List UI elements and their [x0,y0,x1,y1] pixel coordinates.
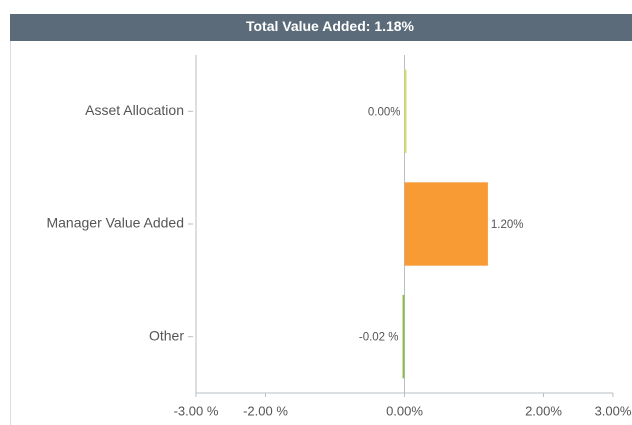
chart-title: Total Value Added: 1.18% [246,18,415,34]
x-tick-label: -3.00 % [174,403,219,418]
x-tick-label: -2.00 % [243,403,288,418]
header-bar [10,14,632,41]
value-label: 0.00% [368,106,401,118]
y-tick-label: Asset Allocation [85,102,184,118]
x-tick-label: 2.00% [525,403,562,418]
x-tick-label: 3.00% [595,403,632,418]
bar [404,182,488,266]
y-tick-label: Other [149,327,184,343]
x-tick-label: 0.00% [386,403,423,418]
value-label: 1.20% [491,219,524,231]
bar [404,69,407,154]
y-tick-label: Manager Value Added [46,215,184,231]
bar [402,294,405,379]
value-label: -0.02 % [359,332,399,344]
